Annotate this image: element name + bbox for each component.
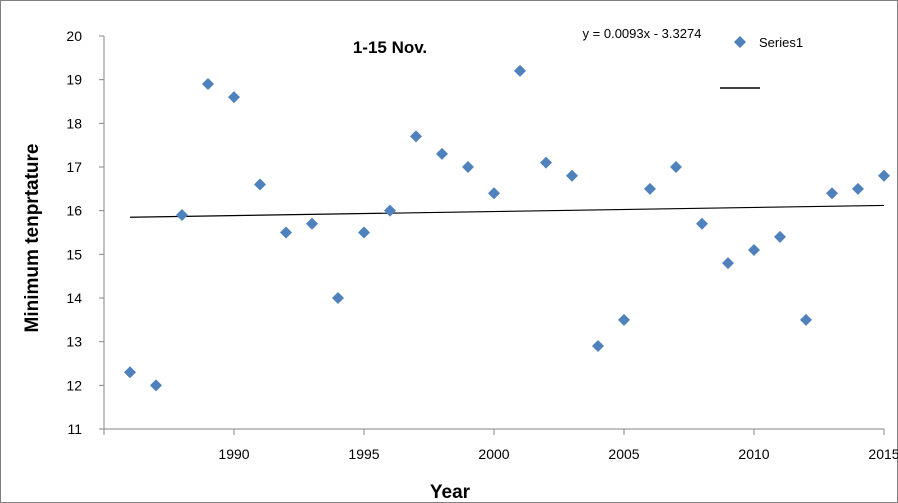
y-tick-label: 13 <box>66 334 82 350</box>
data-point <box>826 187 838 200</box>
data-point <box>150 379 162 392</box>
trendline-equation: y = 0.0093x - 3.3274 <box>583 26 702 41</box>
data-point <box>488 187 500 200</box>
trendline <box>129 204 885 218</box>
y-tick-label: 12 <box>66 377 82 393</box>
y-tick-label: 14 <box>66 290 82 306</box>
x-tick-label: 2010 <box>738 446 769 462</box>
data-point <box>462 161 474 173</box>
data-point <box>176 209 188 222</box>
data-point <box>306 217 318 230</box>
data-point <box>566 169 578 182</box>
data-point <box>748 243 760 256</box>
data-point <box>358 226 370 239</box>
x-tick-label: 2000 <box>478 446 509 462</box>
legend: Series1 <box>720 35 803 89</box>
chart-title: 1-15 Nov. <box>353 38 427 57</box>
x-tick-label: 2005 <box>608 446 639 462</box>
data-point <box>410 130 422 143</box>
data-point <box>280 226 292 239</box>
data-point <box>514 64 526 77</box>
x-tick-label: 1990 <box>218 446 249 462</box>
data-point <box>670 161 682 173</box>
y-tick-label: 16 <box>66 203 82 219</box>
data-point <box>878 169 890 182</box>
x-axis-title: Year <box>430 482 471 503</box>
axes <box>99 35 885 435</box>
x-tick-label: 2015 <box>868 446 898 462</box>
y-tick-label: 20 <box>66 28 82 44</box>
data-point <box>800 313 812 326</box>
y-tick-label: 17 <box>66 159 82 175</box>
data-point <box>592 340 604 353</box>
trendline-group <box>129 204 885 218</box>
x-tick-label: 1995 <box>348 446 379 462</box>
data-point <box>644 182 656 195</box>
data-point <box>696 217 708 230</box>
data-point <box>202 78 214 91</box>
y-tick-label: 11 <box>67 421 82 437</box>
data-point <box>774 230 786 243</box>
tick-labels: 11 12 13 14 15 16 17 18 19 20 1990 1995 2000 2005 2010… <box>66 28 898 462</box>
data-point <box>540 156 552 169</box>
data-point <box>852 182 864 195</box>
data-point <box>124 366 136 379</box>
y-tick-label: 19 <box>66 72 82 88</box>
data-point <box>618 313 630 326</box>
legend-label-series1: Series1 <box>759 35 803 50</box>
data-point <box>332 292 344 304</box>
data-point <box>722 257 734 270</box>
y-tick-label: 18 <box>66 115 82 131</box>
legend-marker-series1 <box>734 36 746 48</box>
data-points <box>124 64 890 392</box>
data-point <box>436 147 448 160</box>
y-axis-title: Minimum tenprtature <box>22 144 43 333</box>
data-point <box>384 204 396 217</box>
data-point <box>228 91 240 104</box>
data-point <box>254 178 266 191</box>
y-tick-label: 15 <box>66 246 82 262</box>
